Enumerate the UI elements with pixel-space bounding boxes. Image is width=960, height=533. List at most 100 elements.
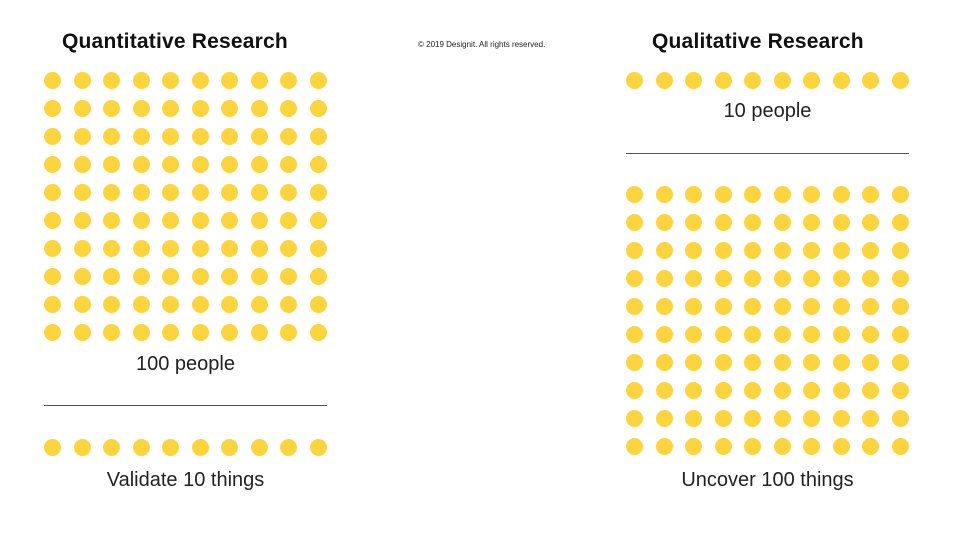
thing-dot [803,242,820,259]
person-dot [221,212,238,229]
thing-dot [626,354,643,371]
person-dot [73,184,91,201]
thing-dot [685,382,702,399]
person-dot [103,156,120,173]
thing-dot [832,382,850,399]
copyright-notice: © 2019 Designit. All rights reserved. [418,40,546,49]
thing-dot [891,242,909,259]
person-dot [162,324,179,341]
thing-dot [891,298,909,315]
person-dot [280,240,297,257]
person-dot [44,128,61,145]
thing-dot [862,214,879,231]
thing-dot [714,186,732,203]
thing-dot [744,214,761,231]
person-dot [685,72,702,89]
person-dot [221,100,238,117]
thing-dot [280,439,297,456]
thing-dot [832,326,850,343]
person-dot [280,100,297,117]
thing-dot [685,354,702,371]
person-dot [221,296,238,313]
thing-dot [803,438,820,455]
person-dot [250,100,268,117]
person-dot [280,212,297,229]
thing-dot [655,354,673,371]
thing-dot [685,186,702,203]
person-dot [191,128,209,145]
thing-dot [832,186,850,203]
thing-dot [744,410,761,427]
person-dot [221,128,238,145]
thing-dot [744,186,761,203]
person-dot [803,72,820,89]
thing-dot [891,270,909,287]
person-dot [714,72,732,89]
thing-dot [744,326,761,343]
person-dot [250,72,268,89]
thing-dot [626,438,643,455]
person-dot [132,72,150,89]
qualitative-people-label: 10 people [723,100,812,122]
thing-dot [773,382,791,399]
person-dot [44,268,61,285]
thing-dot [891,410,909,427]
thing-dot [191,439,209,456]
thing-dot [685,298,702,315]
person-dot [132,240,150,257]
person-dot [309,268,327,285]
person-dot [250,268,268,285]
person-dot [221,156,238,173]
person-dot [309,212,327,229]
thing-dot [626,382,643,399]
thing-dot [891,438,909,455]
person-dot [73,72,91,89]
person-dot [162,72,179,89]
person-dot [132,212,150,229]
quantitative-things-label: Validate 10 things [106,469,265,491]
quantitative-people-label: 100 people [136,353,235,375]
person-dot [162,296,179,313]
person-dot [309,156,327,173]
person-dot [862,72,879,89]
person-dot [162,128,179,145]
person-dot [73,128,91,145]
thing-dot [891,186,909,203]
person-dot [626,72,643,89]
thing-dot [832,438,850,455]
person-dot [221,324,238,341]
person-dot [250,296,268,313]
thing-dot [773,438,791,455]
person-dot [44,240,61,257]
person-dot [162,184,179,201]
thing-dot [714,326,732,343]
thing-dot [862,382,879,399]
person-dot [250,128,268,145]
person-dot [191,240,209,257]
qualitative-things-label: Uncover 100 things [681,469,854,491]
person-dot [103,72,120,89]
person-dot [280,296,297,313]
thing-dot [626,186,643,203]
thing-dot [685,242,702,259]
person-dot [280,184,297,201]
thing-dot [891,214,909,231]
person-dot [132,128,150,145]
person-dot [44,212,61,229]
thing-dot [803,214,820,231]
thing-dot [655,242,673,259]
person-dot [103,324,120,341]
person-dot [221,184,238,201]
thing-dot [250,439,268,456]
person-dot [280,128,297,145]
person-dot [191,156,209,173]
person-dot [73,212,91,229]
person-dot [73,324,91,341]
thing-dot [655,382,673,399]
person-dot [280,156,297,173]
thing-dot [73,439,91,456]
person-dot [309,324,327,341]
thing-dot [803,298,820,315]
thing-dot [862,326,879,343]
thing-dot [714,410,732,427]
